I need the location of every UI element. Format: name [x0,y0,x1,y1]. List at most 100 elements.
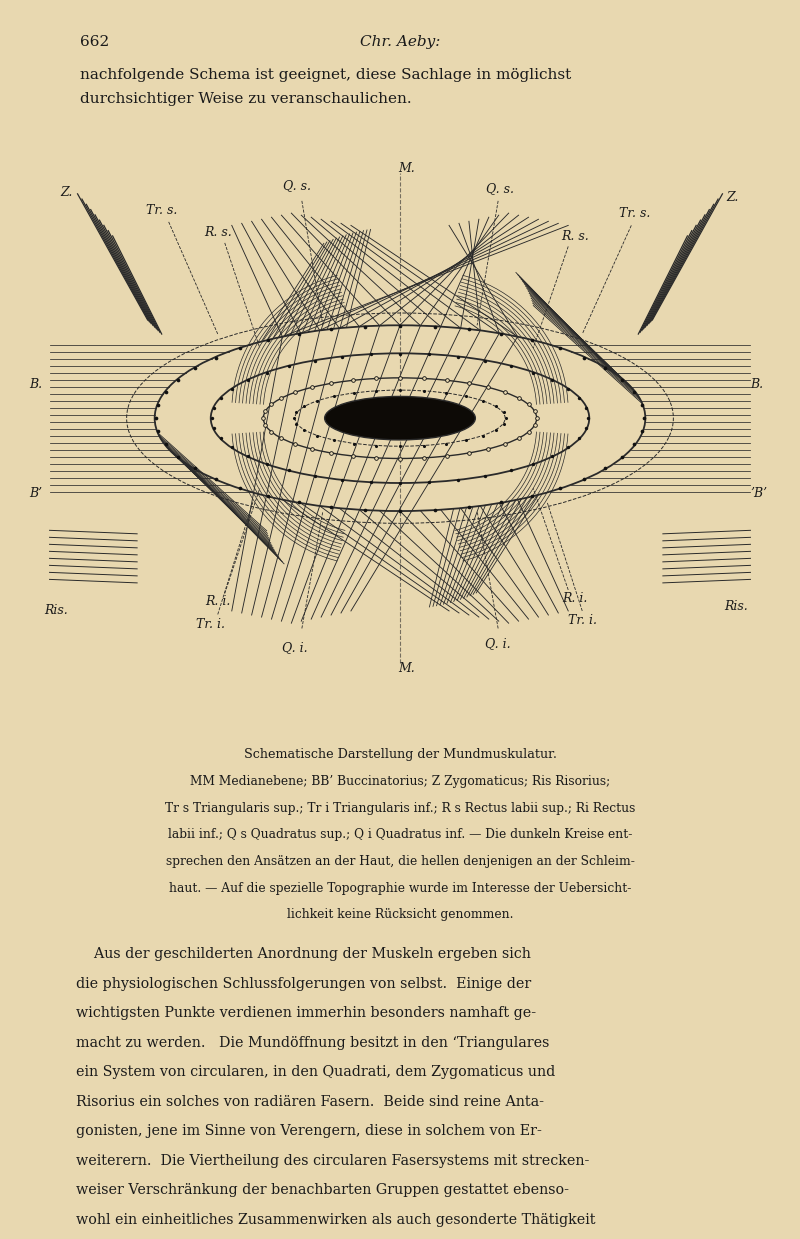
Point [347,434,360,453]
Point [460,387,473,406]
Text: wichtigsten Punkte verdienen immerhin besonders namhaft ge-: wichtigsten Punkte verdienen immerhin be… [76,1006,536,1020]
Point [460,430,473,450]
Point [462,497,475,517]
Point [171,446,184,466]
Point [159,382,172,401]
Point [292,492,305,512]
Text: weiterern.  Die Viertheilung des circularen Fasersystems mit strecken-: weiterern. Die Viertheilung des circular… [76,1154,590,1167]
Point [599,358,612,378]
Text: die physiologischen Schlussfolgerungen von selbst.  Einige der: die physiologischen Schlussfolgerungen v… [76,976,531,991]
Point [159,435,172,455]
Point [582,408,594,427]
Point [513,388,526,408]
Point [495,325,508,344]
Point [440,434,453,453]
Point [308,351,321,370]
Point [526,331,538,351]
Text: ’B’: ’B’ [750,487,768,501]
Point [258,401,271,421]
Point [573,388,586,408]
Point [234,478,246,498]
Point [573,429,586,449]
Point [418,449,430,468]
Point [265,422,278,442]
Text: Q. i.: Q. i. [282,641,308,654]
Text: haut. — Auf die spezielle Topographie wurde im Interesse der Uebersicht-: haut. — Auf die spezielle Topographie wu… [169,882,631,895]
Point [209,468,222,488]
Point [394,449,406,468]
Point [370,449,382,468]
Point [526,486,538,506]
Point [256,408,269,427]
Point [495,492,508,512]
Point [529,415,542,435]
Point [226,437,238,457]
Point [423,344,436,364]
Point [370,436,382,456]
Point [554,338,566,358]
Point [394,368,406,388]
Point [579,419,592,439]
Point [628,435,641,455]
Point [628,382,641,401]
Point [394,343,406,363]
Point [298,396,310,416]
Point [490,420,502,440]
Text: Z.: Z. [60,186,73,199]
Point [452,347,465,367]
Point [346,370,359,390]
Point [500,408,513,427]
Point [290,415,303,435]
Point [262,486,274,506]
Point [479,466,492,486]
Point [562,437,574,457]
Point [578,468,591,488]
Text: macht zu werden.   Die Mundöffnung besitzt in den ‘Triangulares: macht zu werden. Die Mundöffnung besitzt… [76,1036,550,1049]
Point [150,408,162,427]
Point [394,501,406,520]
Point [394,436,406,456]
Point [428,317,441,337]
Point [616,446,629,466]
Point [616,370,629,390]
Text: gonisten, jene im Sinne von Verengern, diese in solchem von Er-: gonisten, jene im Sinne von Verengern, d… [76,1124,542,1139]
Text: sprechen den Ansätzen an der Haut, die hellen denjenigen an der Schleim-: sprechen den Ansätzen an der Haut, die h… [166,855,634,867]
Point [347,383,360,403]
Point [579,398,592,418]
Point [477,426,490,446]
Point [261,453,274,473]
Point [306,440,318,460]
Point [325,444,338,463]
Point [171,370,184,390]
Point [394,380,406,400]
Point [418,380,430,400]
Point [242,446,254,466]
Point [288,382,301,401]
Point [298,420,310,440]
Point [258,415,271,435]
Text: Schematische Darstellung der Mundmuskulatur.: Schematische Darstellung der Mundmuskula… [243,748,557,761]
Point [499,435,512,455]
Point [546,446,558,466]
Point [499,382,512,401]
Point [346,446,359,466]
Text: B’: B’ [30,487,42,501]
Point [327,430,340,450]
Point [497,415,510,435]
Point [188,458,201,478]
Point [599,458,612,478]
Point [306,377,318,396]
Point [477,390,490,410]
Point [234,338,246,358]
Point [325,320,338,339]
Point [287,408,300,427]
Point [262,331,274,351]
Point [209,348,222,368]
Point [394,316,406,336]
Point [283,356,296,375]
Point [359,317,372,337]
Point [638,408,650,427]
Point [274,429,287,449]
Text: Chr. Aeby:: Chr. Aeby: [360,35,440,48]
Point [522,422,535,442]
